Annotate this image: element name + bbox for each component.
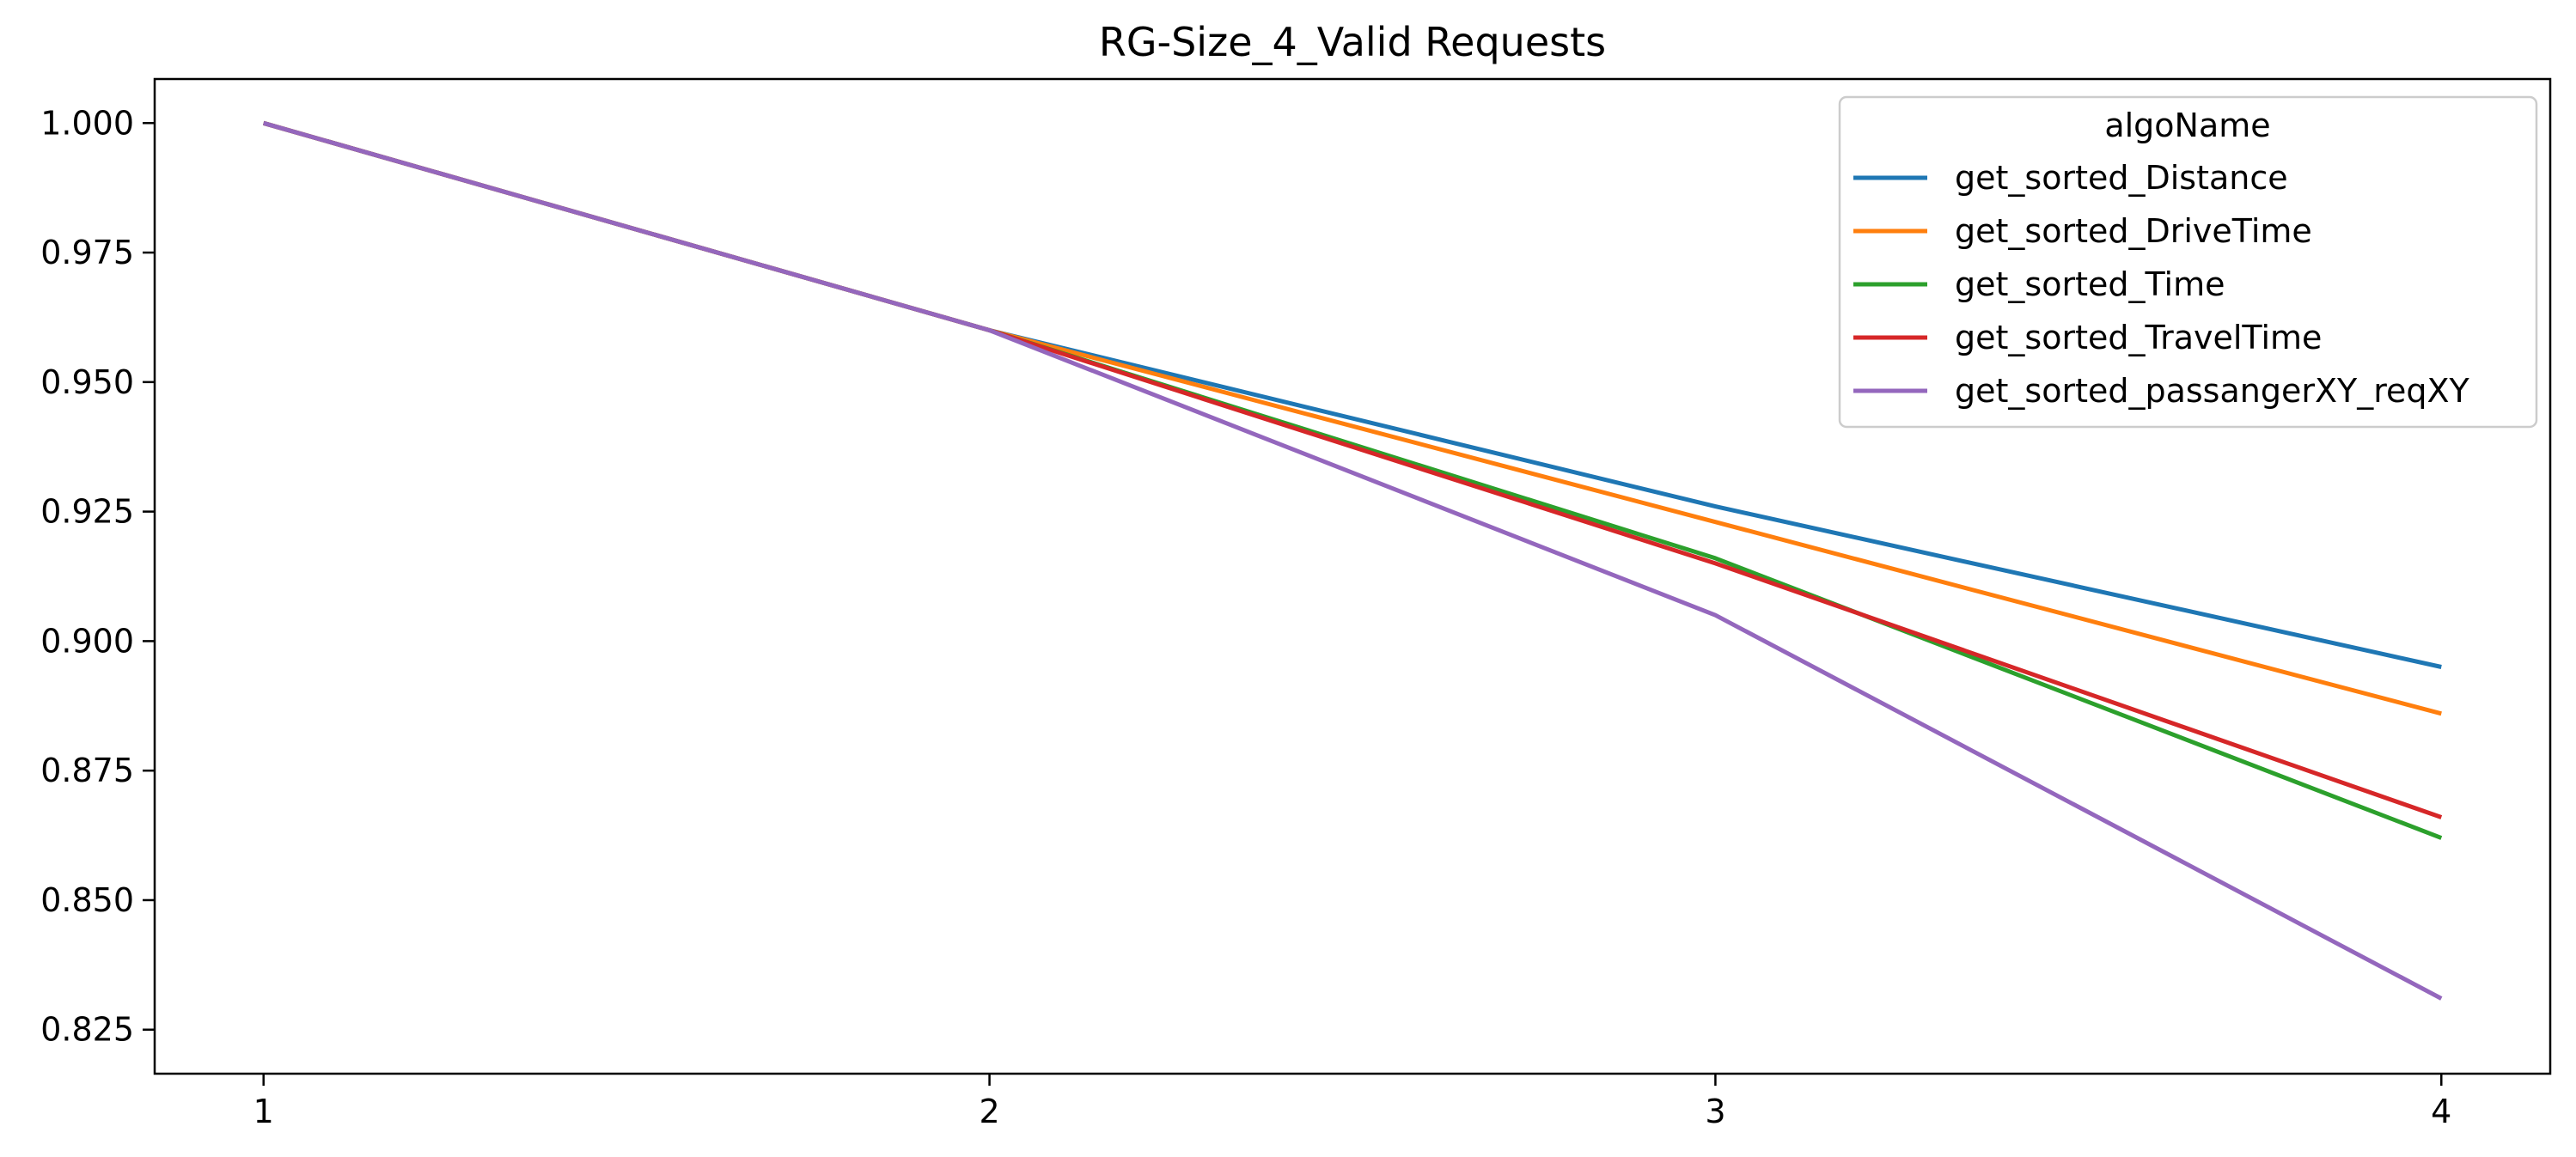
y-tick-label: 0.925 xyxy=(40,493,134,531)
legend-label: get_sorted_passangerXY_reqXY xyxy=(1955,372,2470,410)
legend: algoName get_sorted_Distanceget_sorted_D… xyxy=(1838,95,2538,429)
legend-title: algoName xyxy=(2104,107,2270,144)
chart-title: RG-Size_4_Valid Requests xyxy=(1099,19,1606,65)
legend-label: get_sorted_Distance xyxy=(1955,159,2288,197)
legend-label: get_sorted_Time xyxy=(1955,265,2225,303)
y-tick-label: 0.900 xyxy=(40,622,134,660)
legend-entries: get_sorted_Distance get_sorted_DriveTimeg… xyxy=(1853,159,2470,410)
x-tick-label: 1 xyxy=(253,1093,274,1130)
y-tick-label: 0.825 xyxy=(40,1011,134,1049)
y-tick-label: 0.975 xyxy=(40,234,134,271)
y-tick-label: 0.950 xyxy=(40,363,134,401)
x-tick-label: 2 xyxy=(979,1093,999,1130)
axes-frame xyxy=(153,77,2552,1075)
legend-label: get_sorted_TravelTime xyxy=(1955,319,2322,356)
legend-box xyxy=(1838,95,2538,429)
plot-area: 1 2 3 4 0.825 0.850 0.875 0.900 0.925 0.950 0.975 1… xyxy=(40,77,2552,1130)
y-tick-label: 1.000 xyxy=(40,104,134,142)
y-tick-label: 0.850 xyxy=(40,881,134,919)
y-tick-label: 0.875 xyxy=(40,752,134,789)
x-tick-label: 3 xyxy=(1705,1093,1725,1130)
x-tick-label: 4 xyxy=(2431,1093,2451,1130)
series-line-get-sorted-passangerxy-reqxy xyxy=(263,120,2443,1001)
legend-label: get_sorted_DriveTime xyxy=(1955,212,2312,250)
